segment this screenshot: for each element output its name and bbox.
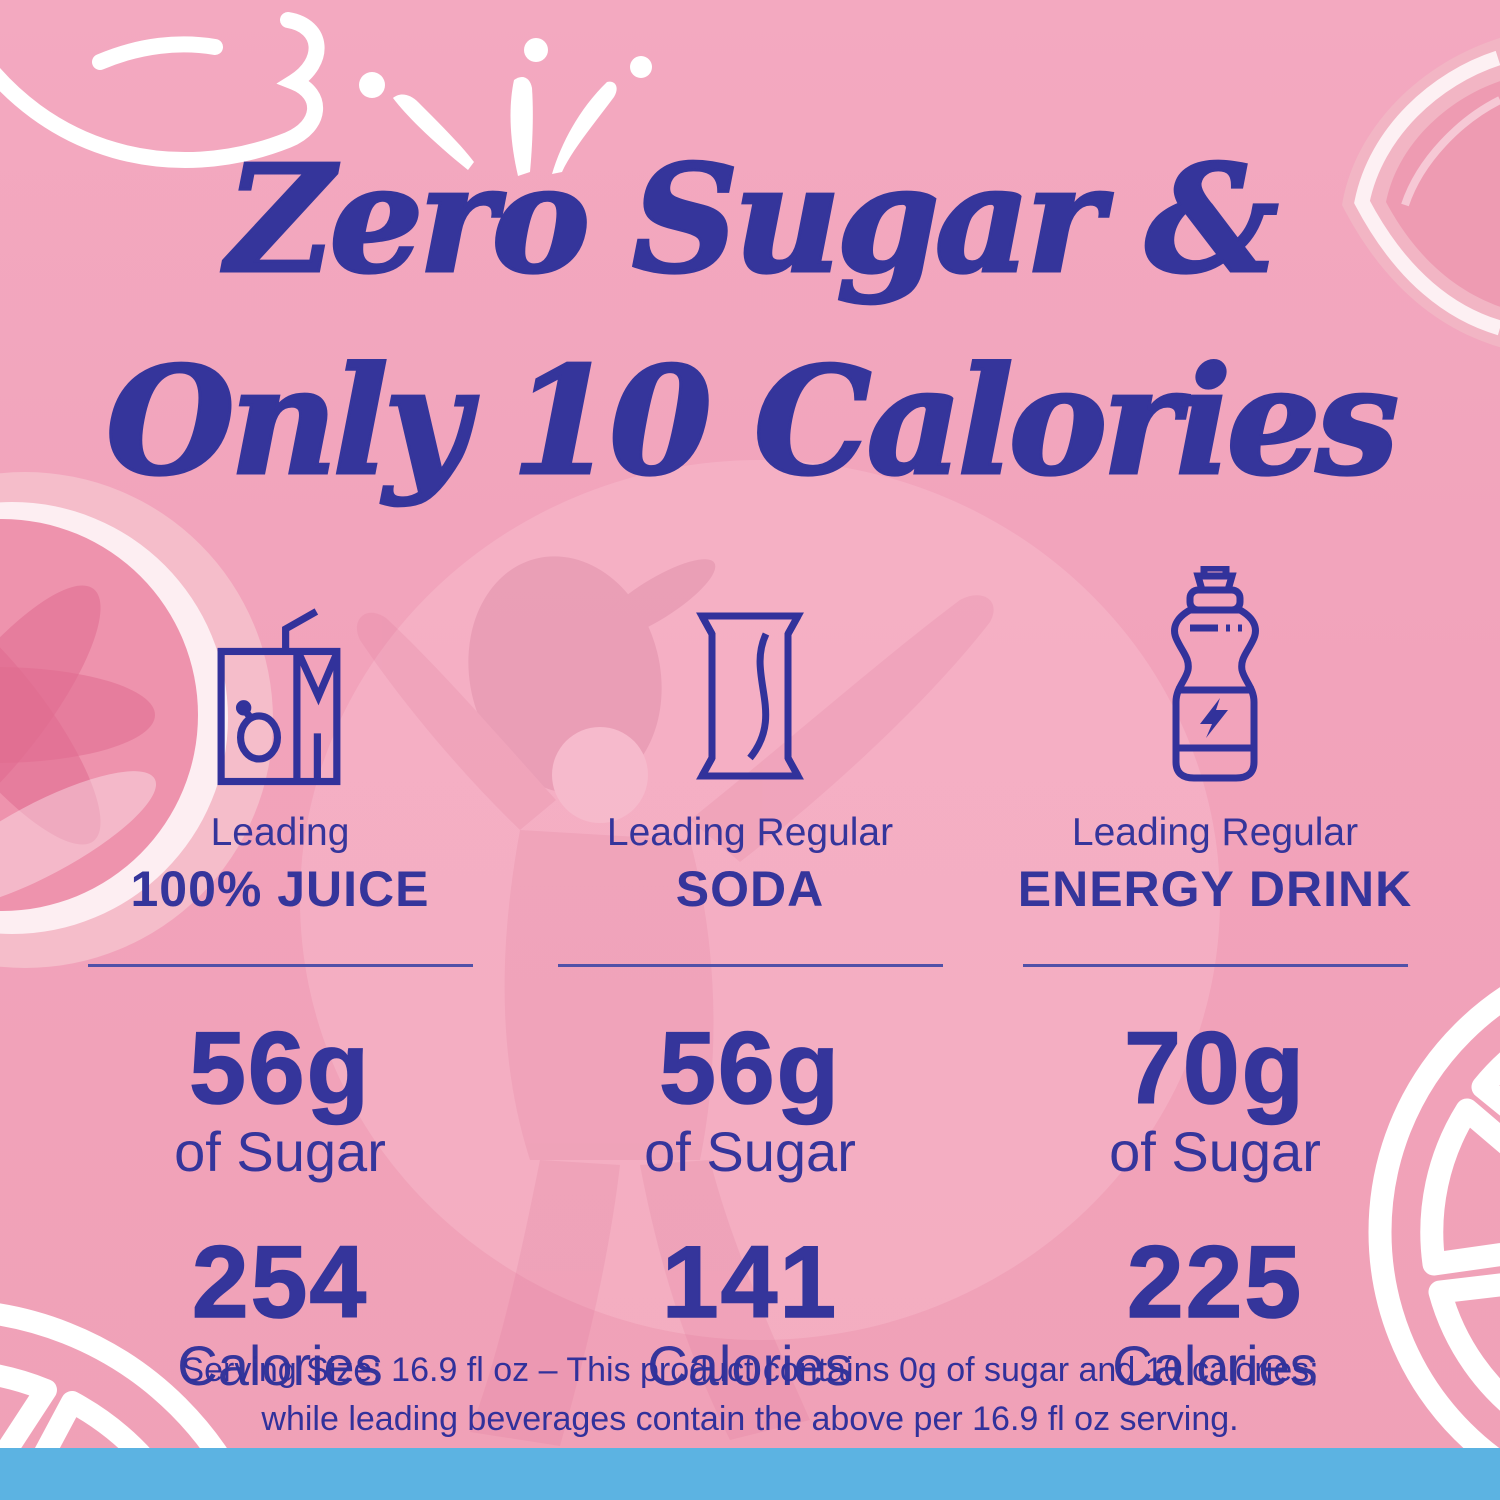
citrus-wheel-doodle-bottom-right bbox=[1368, 987, 1500, 1477]
calories-value: 141 bbox=[661, 1225, 839, 1339]
grapefruit-wedge-photo bbox=[1342, 38, 1500, 348]
bottom-blue-bar bbox=[0, 1448, 1500, 1500]
column-label-bottom: SODA bbox=[675, 861, 825, 917]
column-divider bbox=[557, 964, 943, 967]
sugar-label: of Sugar bbox=[174, 1120, 386, 1183]
calories-value: 225 bbox=[1126, 1225, 1304, 1339]
sugar-label: of Sugar bbox=[644, 1120, 856, 1183]
column-divider bbox=[1022, 964, 1408, 967]
comparison-column-juice: Leading 100% JUICE 56g of Sugar 254 Calo… bbox=[60, 558, 500, 1397]
sugar-label: of Sugar bbox=[1109, 1120, 1321, 1183]
column-label-bottom: ENERGY DRINK bbox=[1017, 861, 1413, 917]
sugar-value: 56g bbox=[188, 1011, 371, 1125]
splash-doodle bbox=[359, 38, 652, 176]
sugar-value: 70g bbox=[1123, 1011, 1306, 1125]
column-label-top: Leading bbox=[210, 811, 350, 854]
serving-size-footnote: Serving Size: 16.9 fl oz – This product … bbox=[150, 1346, 1350, 1444]
energy-drink-bottle-icon bbox=[1159, 558, 1271, 786]
footnote-line-1: Serving Size: 16.9 fl oz – This product … bbox=[181, 1351, 1319, 1389]
calories-label: Calories bbox=[1112, 1334, 1318, 1397]
footnote-line-2: while leading beverages contain the abov… bbox=[261, 1400, 1239, 1438]
comparison-column-energy-drink: Leading Regular ENERGY DRINK 70g of Suga… bbox=[995, 558, 1435, 1397]
calories-value: 254 bbox=[191, 1225, 369, 1339]
headline: Zero Sugar & Only 10 Calories bbox=[0, 118, 1500, 522]
soda-can-icon bbox=[689, 558, 811, 786]
column-divider bbox=[87, 964, 473, 967]
column-label-top: Leading Regular bbox=[606, 811, 894, 854]
headline-line-2: Only 10 Calories bbox=[104, 333, 1400, 510]
column-label-bottom: 100% JUICE bbox=[130, 861, 430, 917]
sugar-value: 56g bbox=[658, 1011, 841, 1125]
column-label-top: Leading Regular bbox=[1071, 811, 1359, 854]
headline-line-1: Zero Sugar & bbox=[225, 131, 1280, 308]
juice-box-icon bbox=[216, 558, 344, 786]
background-haze bbox=[300, 460, 1220, 1340]
citrus-doodle-top-left bbox=[0, 12, 325, 169]
grapefruit-half-photo bbox=[0, 472, 273, 968]
jumping-woman-photo-faint bbox=[356, 556, 994, 1446]
calories-label: Calories bbox=[647, 1334, 853, 1397]
calories-label: Calories bbox=[177, 1334, 383, 1397]
comparison-column-soda: Leading Regular SODA 56g of Sugar 141 Ca… bbox=[530, 558, 970, 1397]
